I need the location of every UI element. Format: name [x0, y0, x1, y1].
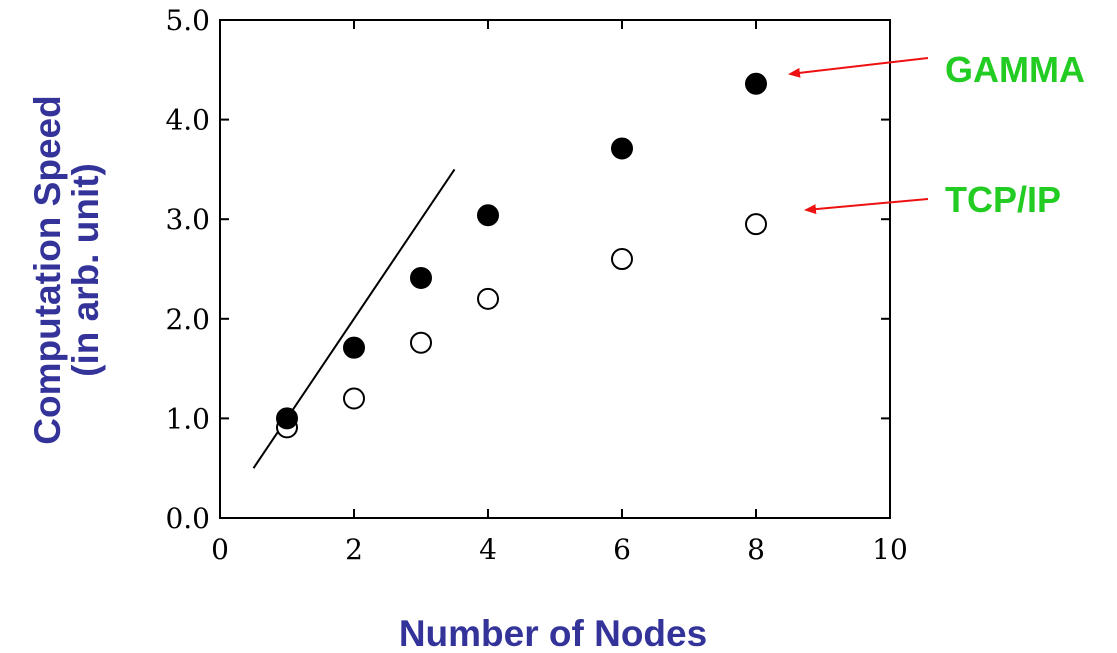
x-tick-label: 4 — [479, 533, 497, 566]
y-tick-label: 3.0 — [165, 203, 210, 236]
tcpip-label: TCP/IP — [945, 179, 1061, 220]
y-tick-label: 0.0 — [165, 502, 210, 535]
y-tick-label: 1.0 — [165, 402, 210, 435]
point-gamma — [276, 407, 298, 430]
plot-frame — [219, 19, 891, 519]
point-tcp-ip — [611, 248, 633, 271]
point-gamma — [343, 336, 365, 359]
y-axis-title-line1: Computation Speed — [27, 95, 68, 444]
annotation-gamma: GAMMA — [788, 49, 1085, 90]
point-gamma — [410, 266, 432, 289]
x-axis-title: Number of Nodes — [399, 613, 707, 653]
y-tick-label: 5.0 — [165, 4, 210, 37]
point-tcp-ip — [477, 287, 499, 310]
point-tcp-ip — [410, 331, 432, 354]
point-tcp-ip — [745, 213, 767, 236]
x-tick-label: 8 — [747, 533, 765, 566]
x-tick-label: 2 — [345, 533, 363, 566]
gamma-label: GAMMA — [945, 49, 1085, 90]
y-tick-label: 2.0 — [165, 303, 210, 336]
data-points — [276, 72, 767, 439]
point-gamma — [745, 72, 767, 95]
tcpip-arrow — [804, 198, 929, 215]
point-gamma — [477, 204, 499, 227]
axis-ticks — [219, 19, 891, 519]
x-tick-label: 0 — [211, 533, 229, 566]
point-gamma — [611, 137, 633, 160]
point-tcp-ip — [343, 387, 365, 410]
gamma-arrow — [788, 57, 929, 78]
y-tick-label: 4.0 — [165, 104, 210, 137]
annotation-tcpip: TCP/IP — [804, 179, 1061, 220]
x-tick-label: 10 — [872, 533, 908, 566]
x-tick-label: 6 — [613, 533, 631, 566]
y-axis-title: Computation Speed (in arb. unit) — [27, 95, 106, 444]
y-axis-title-line2: (in arb. unit) — [65, 163, 106, 377]
tick-labels: 0 2 4 6 8 10 0.0 1.0 2.0 3.0 4.0 5.0 — [165, 4, 907, 566]
